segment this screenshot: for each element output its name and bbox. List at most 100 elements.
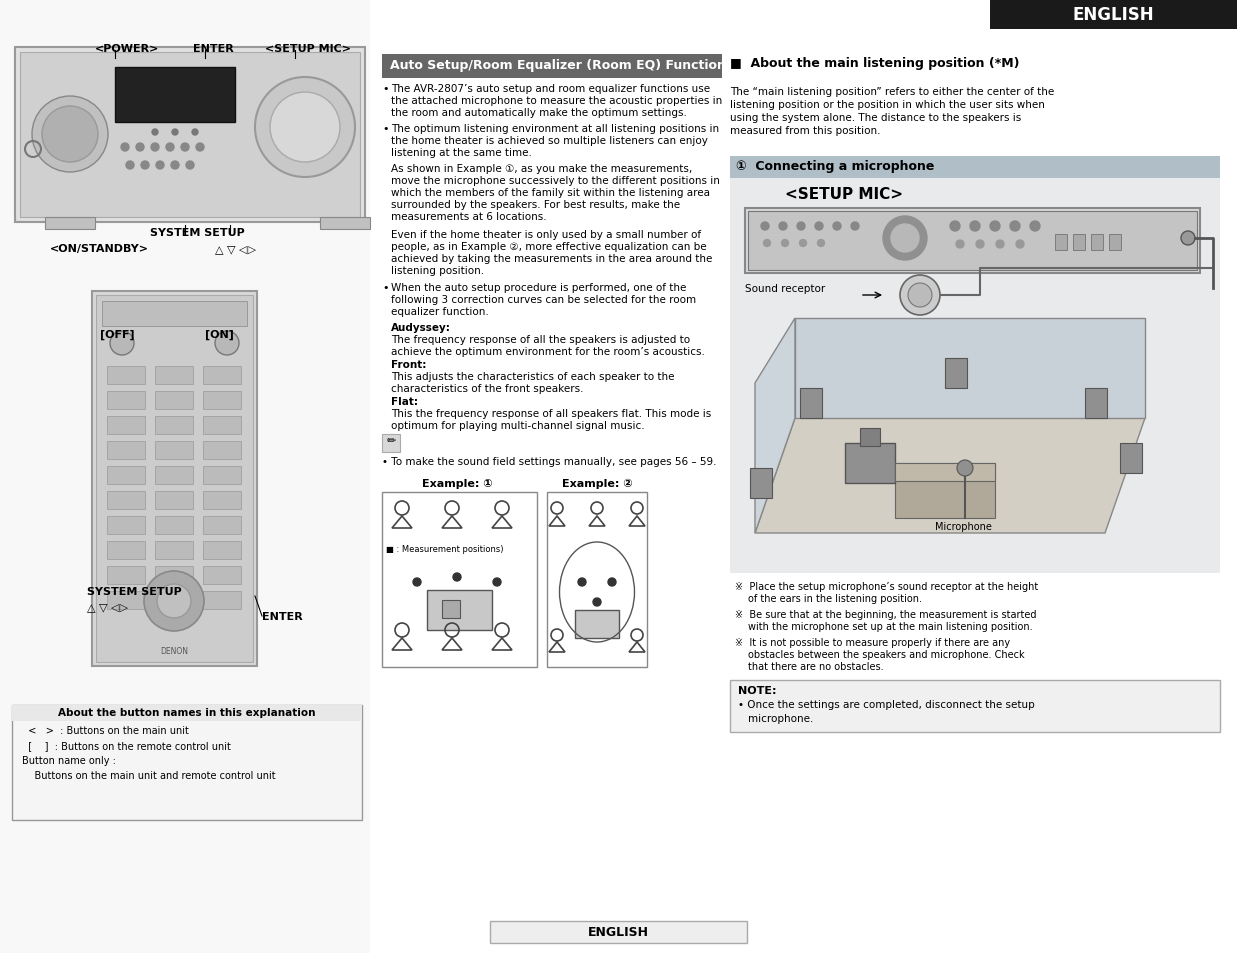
Text: •: • — [382, 124, 388, 133]
Circle shape — [901, 275, 940, 315]
Circle shape — [891, 225, 919, 253]
Text: ✏: ✏ — [386, 436, 396, 446]
Text: Front:: Front: — [391, 359, 427, 370]
Circle shape — [1016, 241, 1024, 249]
Circle shape — [818, 240, 825, 247]
Text: ENGLISH: ENGLISH — [588, 925, 648, 938]
Circle shape — [970, 222, 980, 232]
Circle shape — [578, 578, 586, 586]
Text: Even if the home theater is only used by a small number of: Even if the home theater is only used by… — [391, 230, 701, 240]
Bar — [203, 492, 241, 510]
Circle shape — [908, 284, 931, 308]
Text: surrounded by the speakers. For best results, make the: surrounded by the speakers. For best res… — [391, 200, 680, 210]
Bar — [382, 493, 537, 667]
Circle shape — [593, 598, 601, 606]
Circle shape — [42, 107, 98, 163]
Bar — [800, 389, 823, 418]
Circle shape — [172, 130, 178, 136]
Text: •: • — [382, 84, 388, 94]
Bar — [203, 541, 241, 559]
Bar — [92, 292, 257, 666]
Polygon shape — [755, 318, 795, 534]
Text: people, as in Example ②, more effective equalization can be: people, as in Example ②, more effective … — [391, 242, 706, 252]
Text: obstacles between the speakers and microphone. Check: obstacles between the speakers and micro… — [748, 649, 1024, 659]
Bar — [106, 441, 145, 459]
Text: measurements at 6 locations.: measurements at 6 locations. — [391, 212, 547, 222]
Circle shape — [156, 162, 165, 170]
Text: measured from this position.: measured from this position. — [730, 126, 881, 136]
Bar — [442, 600, 460, 618]
Text: [OFF]: [OFF] — [100, 330, 135, 340]
Text: ENTER: ENTER — [262, 612, 303, 621]
Bar — [575, 610, 618, 639]
Bar — [203, 566, 241, 584]
Text: ■  About the main listening position (*M): ■ About the main listening position (*M) — [730, 57, 1019, 70]
Circle shape — [851, 223, 858, 231]
Text: [ON]: [ON] — [205, 330, 234, 340]
Bar — [203, 441, 241, 459]
Text: <   >  : Buttons on the main unit: < > : Buttons on the main unit — [22, 725, 189, 735]
Bar — [203, 517, 241, 535]
Bar — [427, 590, 492, 630]
Text: Sound receptor: Sound receptor — [745, 284, 825, 294]
Bar — [1119, 443, 1142, 474]
Text: <POWER>: <POWER> — [95, 44, 160, 54]
Circle shape — [270, 92, 340, 163]
Bar — [730, 157, 1220, 179]
Text: ※  Place the setup microphone’s sound receptor at the height: ※ Place the setup microphone’s sound rec… — [735, 581, 1038, 592]
Text: The frequency response of all the speakers is adjusted to: The frequency response of all the speake… — [391, 335, 690, 345]
Bar — [106, 392, 145, 410]
Circle shape — [494, 578, 501, 586]
Text: microphone.: microphone. — [748, 713, 814, 723]
Circle shape — [761, 223, 769, 231]
Bar — [155, 467, 193, 484]
Bar — [155, 441, 193, 459]
Text: ENGLISH: ENGLISH — [1072, 6, 1154, 24]
Text: Auto Setup/Room Equalizer (Room EQ) Functions: Auto Setup/Room Equalizer (Room EQ) Func… — [390, 59, 734, 71]
Text: using the system alone. The distance to the speakers is: using the system alone. The distance to … — [730, 112, 1022, 123]
Circle shape — [990, 222, 999, 232]
Text: the attached microphone to measure the acoustic properties in: the attached microphone to measure the a… — [391, 96, 722, 106]
Bar — [155, 541, 193, 559]
Text: ①  Connecting a microphone: ① Connecting a microphone — [736, 160, 934, 172]
Text: This the frequency response of all speakers flat. This mode is: This the frequency response of all speak… — [391, 409, 711, 418]
Text: with the microphone set up at the main listening position.: with the microphone set up at the main l… — [748, 621, 1033, 631]
Bar — [320, 218, 370, 230]
Text: of the ears in the listening position.: of the ears in the listening position. — [748, 594, 922, 603]
Circle shape — [957, 460, 974, 476]
Bar — [106, 566, 145, 584]
Circle shape — [110, 332, 134, 355]
Bar — [745, 209, 1200, 274]
Circle shape — [453, 574, 461, 581]
Text: Audyssey:: Audyssey: — [391, 323, 450, 333]
Circle shape — [799, 240, 807, 247]
Text: listening position or the position in which the user sits when: listening position or the position in wh… — [730, 100, 1045, 110]
Bar — [896, 463, 995, 481]
Bar — [155, 592, 193, 609]
Circle shape — [779, 223, 787, 231]
Circle shape — [181, 144, 189, 152]
Bar — [382, 435, 400, 453]
Text: • Once the settings are completed, disconnect the setup: • Once the settings are completed, disco… — [738, 700, 1034, 709]
Circle shape — [1009, 222, 1021, 232]
Bar — [155, 566, 193, 584]
Circle shape — [143, 572, 204, 631]
Bar — [750, 469, 772, 498]
Text: <ON/STANDBY>: <ON/STANDBY> — [49, 244, 148, 253]
Circle shape — [166, 144, 174, 152]
Text: About the button names in this explanation: About the button names in this explanati… — [58, 707, 315, 718]
Bar — [845, 443, 896, 483]
Text: ※  It is not possible to measure properly if there are any: ※ It is not possible to measure properly… — [735, 638, 1011, 647]
Bar — [990, 0, 1237, 30]
Text: Button name only :: Button name only : — [22, 755, 116, 765]
Circle shape — [1181, 232, 1195, 246]
Text: As shown in Example ①, as you make the measurements,: As shown in Example ①, as you make the m… — [391, 164, 693, 173]
Circle shape — [976, 241, 983, 249]
Bar — [203, 467, 241, 484]
Bar — [730, 334, 1220, 574]
Circle shape — [195, 144, 204, 152]
Bar — [106, 416, 145, 435]
Bar — [203, 592, 241, 609]
Text: equalizer function.: equalizer function. — [391, 307, 489, 316]
Text: Example: ②: Example: ② — [562, 478, 632, 489]
